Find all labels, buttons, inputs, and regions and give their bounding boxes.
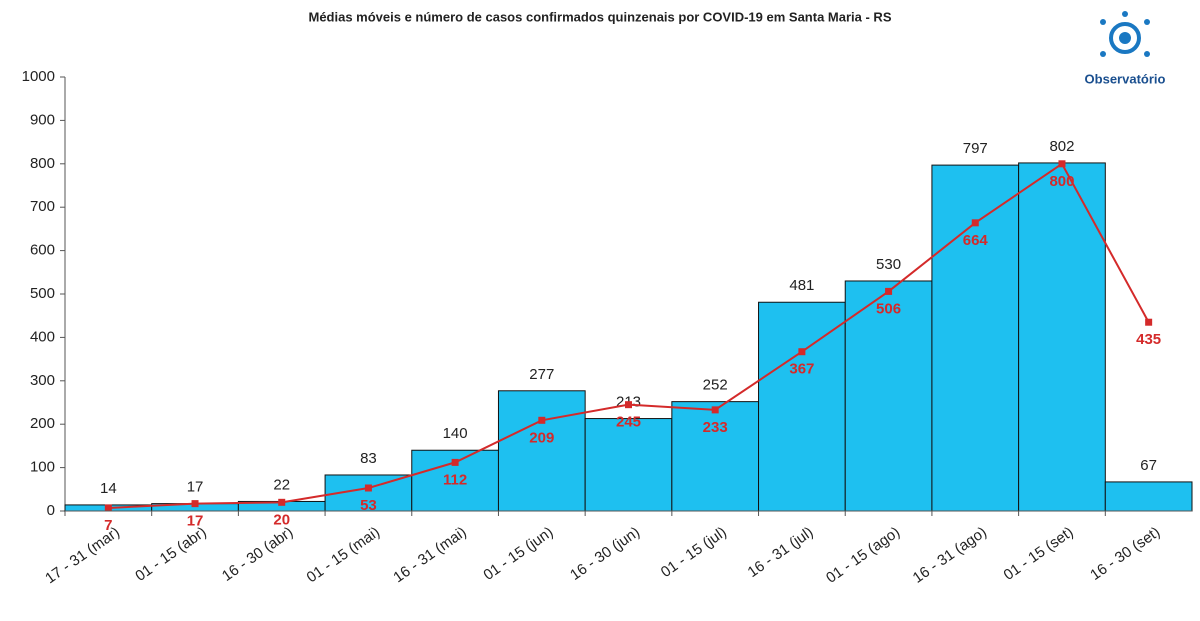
line-marker: [538, 416, 546, 424]
line-value-label: 20: [273, 511, 290, 528]
bar: [1104, 481, 1193, 512]
line-marker: [364, 484, 372, 492]
line-marker: [625, 401, 632, 409]
bar-value-label: 140: [443, 425, 468, 442]
bar-value-label: 797: [963, 140, 988, 157]
y-tick-label: 900: [30, 111, 55, 128]
bar: [584, 418, 673, 512]
bar-value-label: 481: [789, 277, 814, 294]
bar-value-label: 83: [360, 450, 377, 467]
x-tick-label: 01 - 15 (abr): [132, 524, 209, 585]
bar: [671, 401, 760, 512]
line-marker: [971, 219, 979, 227]
bar-value-label: 14: [100, 480, 117, 497]
line-value-label: 506: [876, 300, 901, 317]
y-tick-label: 400: [30, 328, 55, 345]
bar-value-label: 277: [529, 366, 554, 383]
line-value-label: 112: [443, 471, 467, 488]
y-tick-label: 1000: [22, 68, 55, 85]
bar-value-label: 530: [876, 256, 901, 273]
y-tick-label: 300: [30, 372, 55, 389]
y-tick-label: 800: [30, 155, 55, 172]
line-value-label: 53: [360, 497, 377, 514]
line-marker: [451, 458, 459, 466]
logo: Observatório: [1085, 11, 1166, 86]
line-marker: [885, 287, 893, 295]
bar: [844, 280, 933, 512]
x-tick-label: 16 - 31 (ago): [910, 524, 990, 587]
x-tick-label: 01 - 15 (jun): [480, 524, 556, 584]
line-value-label: 233: [703, 419, 728, 436]
bar: [931, 164, 1020, 512]
bar-value-label: 17: [187, 479, 204, 496]
x-tick-label: 01 - 15 (mai): [304, 524, 383, 587]
line-marker: [191, 500, 199, 508]
line-marker: [1058, 160, 1066, 168]
bar: [497, 390, 586, 512]
x-tick-label: 01 - 15 (jul): [658, 524, 730, 581]
x-tick-label: 16 - 31 (jul): [745, 524, 817, 581]
y-tick-label: 0: [47, 502, 55, 519]
bar: [1018, 162, 1106, 512]
line-value-label: 664: [963, 232, 989, 249]
line-value-label: 800: [1049, 173, 1074, 190]
x-tick-label: 16 - 30 (set): [1087, 524, 1163, 584]
chart-title: Médias móveis e número de casos confirma…: [308, 9, 891, 24]
line-value-label: 245: [616, 414, 641, 431]
x-tick-label: 01 - 15 (set): [1001, 524, 1077, 584]
line-value-label: 17: [187, 513, 204, 530]
bar: [758, 301, 846, 512]
x-tick-label: 16 - 30 (abr): [219, 524, 296, 585]
logo-text: Observatório: [1085, 71, 1166, 86]
y-tick-label: 100: [30, 459, 55, 476]
x-tick-label: 16 - 31 (mai): [390, 524, 469, 587]
line-marker: [711, 406, 719, 414]
y-tick-label: 500: [30, 285, 55, 302]
x-tick-label: 16 - 30 (jun): [567, 524, 643, 584]
y-tick-label: 700: [30, 198, 55, 215]
bar-value-label: 802: [1049, 138, 1074, 155]
bar-value-label: 22: [273, 476, 290, 493]
bar-value-label: 67: [1140, 457, 1157, 474]
y-tick-label: 600: [30, 242, 55, 259]
line-marker: [278, 498, 286, 506]
line-marker: [104, 504, 112, 512]
x-tick-label: 01 - 15 (ago): [823, 524, 903, 587]
line-marker: [798, 348, 806, 356]
line-value-label: 209: [529, 429, 554, 446]
line-marker: [1145, 318, 1153, 326]
bar-value-label: 252: [703, 377, 728, 394]
line-value-label: 7: [104, 517, 112, 534]
y-tick-label: 200: [30, 415, 55, 432]
line-value-label: 367: [789, 361, 814, 378]
line-value-label: 435: [1136, 331, 1161, 348]
